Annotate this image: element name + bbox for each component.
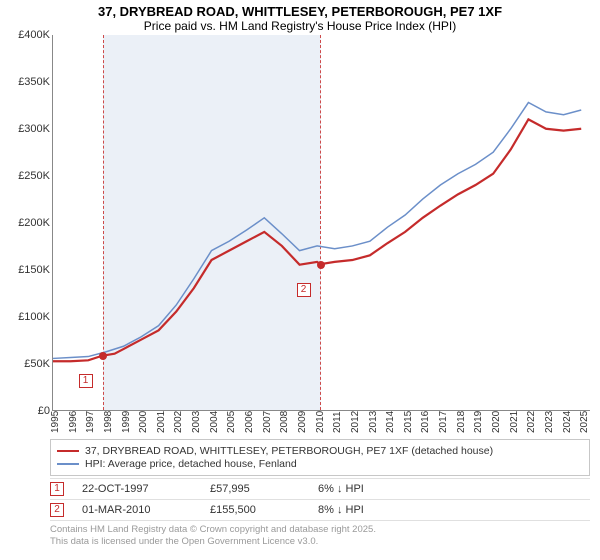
legend-swatch (57, 450, 79, 452)
x-tick: 2002 (173, 411, 184, 433)
x-tick: 2015 (403, 411, 414, 433)
legend-swatch (57, 463, 79, 465)
series-price-paid (53, 119, 581, 361)
y-tick: £0 (38, 405, 50, 417)
legend-label: HPI: Average price, detached house, Fenl… (85, 458, 297, 470)
footer-line2: This data is licensed under the Open Gov… (50, 536, 590, 548)
x-tick: 2001 (156, 411, 167, 433)
x-tick: 2008 (279, 411, 290, 433)
sales-table: 1 22-OCT-1997 £57,995 6% ↓ HPI 2 01-MAR-2010 £… (50, 478, 590, 521)
x-tick: 2014 (385, 411, 396, 433)
x-tick: 2016 (420, 411, 431, 433)
x-tick: 2018 (456, 411, 467, 433)
x-tick: 1996 (68, 411, 79, 433)
x-tick: 2009 (297, 411, 308, 433)
sale-dot-1 (99, 352, 107, 360)
y-tick: £200K (18, 217, 50, 229)
x-tick: 2020 (491, 411, 502, 433)
chart-container: 37, DRYBREAD ROAD, WHITTLESEY, PETERBORO… (0, 0, 600, 548)
x-tick: 2000 (138, 411, 149, 433)
x-tick: 2023 (544, 411, 555, 433)
y-tick: £50K (24, 358, 50, 370)
x-tick: 2024 (562, 411, 573, 433)
x-tick: 2022 (526, 411, 537, 433)
sale-delta: 8% ↓ HPI (318, 504, 398, 516)
title-line1: 37, DRYBREAD ROAD, WHITTLESEY, PETERBORO… (10, 4, 590, 19)
x-tick: 2013 (368, 411, 379, 433)
y-tick: £350K (18, 76, 50, 88)
x-tick: 1997 (85, 411, 96, 433)
sale-delta: 6% ↓ HPI (318, 483, 398, 495)
chart-title: 37, DRYBREAD ROAD, WHITTLESEY, PETERBORO… (0, 0, 600, 35)
y-tick: £400K (18, 29, 50, 41)
sale-price: £155,500 (210, 504, 300, 516)
x-tick: 2019 (473, 411, 484, 433)
legend-label: 37, DRYBREAD ROAD, WHITTLESEY, PETERBORO… (85, 445, 493, 457)
sale-row: 1 22-OCT-1997 £57,995 6% ↓ HPI (50, 478, 590, 500)
x-tick: 2004 (209, 411, 220, 433)
x-tick: 2011 (332, 411, 343, 433)
sale-row-marker: 2 (50, 503, 64, 517)
y-axis: £0£50K£100K£150K£200K£250K£300K£350K£400… (6, 35, 52, 411)
sale-date: 01-MAR-2010 (82, 504, 192, 516)
sale-box-2: 2 (297, 283, 311, 297)
sale-price: £57,995 (210, 483, 300, 495)
x-tick: 2010 (315, 411, 326, 433)
sale-row: 2 01-MAR-2010 £155,500 8% ↓ HPI (50, 500, 590, 521)
x-tick: 2003 (191, 411, 202, 433)
y-tick: £150K (18, 264, 50, 276)
x-tick: 2017 (438, 411, 449, 433)
legend-row: 37, DRYBREAD ROAD, WHITTLESEY, PETERBORO… (57, 445, 583, 457)
plot-area: 12 (52, 35, 590, 411)
y-tick: £100K (18, 311, 50, 323)
title-line2: Price paid vs. HM Land Registry's House … (10, 19, 590, 33)
x-tick: 1995 (50, 411, 61, 433)
x-tick: 2006 (244, 411, 255, 433)
legend-row: HPI: Average price, detached house, Fenl… (57, 458, 583, 470)
y-tick: £300K (18, 123, 50, 135)
y-tick: £250K (18, 170, 50, 182)
sale-date: 22-OCT-1997 (82, 483, 192, 495)
x-tick: 2005 (226, 411, 237, 433)
series-hpi (53, 103, 581, 359)
x-axis: 1995 1996 1997 1998 1999 2000 2001 2002 2003 2004… (52, 411, 590, 435)
x-tick: 1999 (121, 411, 132, 433)
x-tick: 1998 (103, 411, 114, 433)
footer: Contains HM Land Registry data © Crown c… (50, 524, 590, 548)
sale-dot-2 (317, 261, 325, 269)
sale-box-1: 1 (79, 374, 93, 388)
legend: 37, DRYBREAD ROAD, WHITTLESEY, PETERBORO… (50, 439, 590, 476)
x-tick: 2012 (350, 411, 361, 433)
x-tick: 2021 (509, 411, 520, 433)
chart-lines (53, 35, 590, 410)
sale-row-marker: 1 (50, 482, 64, 496)
plot-wrap: £0£50K£100K£150K£200K£250K£300K£350K£400… (6, 35, 594, 435)
x-tick: 2007 (262, 411, 273, 433)
footer-line1: Contains HM Land Registry data © Crown c… (50, 524, 590, 536)
x-tick: 2025 (579, 411, 590, 433)
